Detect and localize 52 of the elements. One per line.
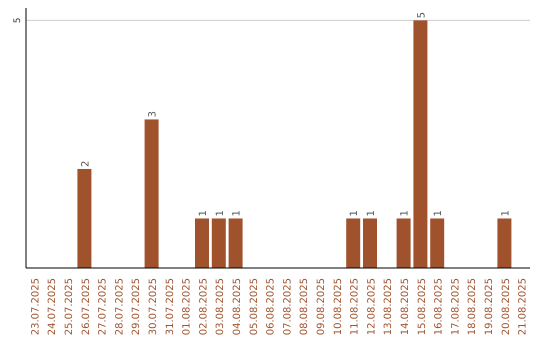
x-tick-label: 25.07.2025 bbox=[64, 278, 75, 336]
bar bbox=[363, 218, 377, 268]
x-tick-label: 29.07.2025 bbox=[131, 278, 142, 336]
bar bbox=[195, 218, 209, 268]
x-tick-label: 17.08.2025 bbox=[450, 278, 462, 336]
x-tick-label: 09.08.2025 bbox=[316, 278, 327, 336]
x-tick-label: 23.07.2025 bbox=[30, 278, 42, 336]
x-tick-label: 24.07.2025 bbox=[47, 278, 58, 336]
x-tick-label: 08.08.2025 bbox=[299, 278, 310, 336]
x-tick-label: 31.07.2025 bbox=[164, 278, 176, 336]
bar bbox=[212, 218, 226, 268]
data-label: 1 bbox=[400, 210, 411, 216]
x-tick-label: 26.07.2025 bbox=[80, 278, 92, 336]
bar bbox=[396, 218, 411, 268]
x-tick-label: 01.08.2025 bbox=[182, 278, 193, 336]
x-tick-label: 04.08.2025 bbox=[232, 278, 243, 336]
data-label: 1 bbox=[366, 210, 377, 216]
bar bbox=[346, 218, 360, 268]
data-label: 1 bbox=[349, 210, 360, 216]
bar bbox=[413, 20, 428, 268]
x-tick-label: 11.08.2025 bbox=[350, 278, 361, 336]
x-tick-label: 19.08.2025 bbox=[484, 278, 495, 336]
data-label: 3 bbox=[148, 111, 159, 118]
x-tick-label: 16.08.2025 bbox=[434, 278, 445, 336]
bar bbox=[228, 218, 243, 268]
x-tick-label: 05.08.2025 bbox=[248, 278, 260, 336]
x-tick-label: 21.08.2025 bbox=[518, 278, 529, 336]
data-label: 2 bbox=[80, 160, 92, 167]
x-tick-label: 06.08.2025 bbox=[266, 278, 277, 336]
x-tick-label: 30.07.2025 bbox=[148, 278, 159, 336]
x-tick-label: 02.08.2025 bbox=[198, 278, 210, 336]
x-tick-label: 13.08.2025 bbox=[383, 278, 394, 336]
x-tick-label: 03.08.2025 bbox=[215, 278, 226, 336]
data-label: 5 bbox=[416, 12, 428, 18]
x-tick-label: 12.08.2025 bbox=[366, 278, 378, 336]
data-label: 1 bbox=[232, 210, 243, 216]
x-tick-label: 14.08.2025 bbox=[400, 278, 411, 336]
data-label: 1 bbox=[500, 210, 512, 216]
bar bbox=[77, 168, 92, 268]
x-tick-label: 15.08.2025 bbox=[416, 278, 428, 336]
data-label: 1 bbox=[214, 210, 226, 216]
bar bbox=[144, 119, 159, 268]
data-label: 1 bbox=[198, 210, 209, 216]
data-label: 1 bbox=[433, 210, 444, 216]
bar bbox=[497, 218, 512, 268]
x-tick-label: 07.08.2025 bbox=[282, 278, 294, 336]
x-tick-label: 20.08.2025 bbox=[500, 278, 512, 336]
x-tick-label: 28.07.2025 bbox=[114, 278, 126, 336]
bar bbox=[430, 218, 444, 268]
x-tick-label: 10.08.2025 bbox=[332, 278, 344, 336]
x-tick-label: 27.07.2025 bbox=[98, 278, 109, 336]
x-tick-label: 18.08.2025 bbox=[467, 278, 478, 336]
